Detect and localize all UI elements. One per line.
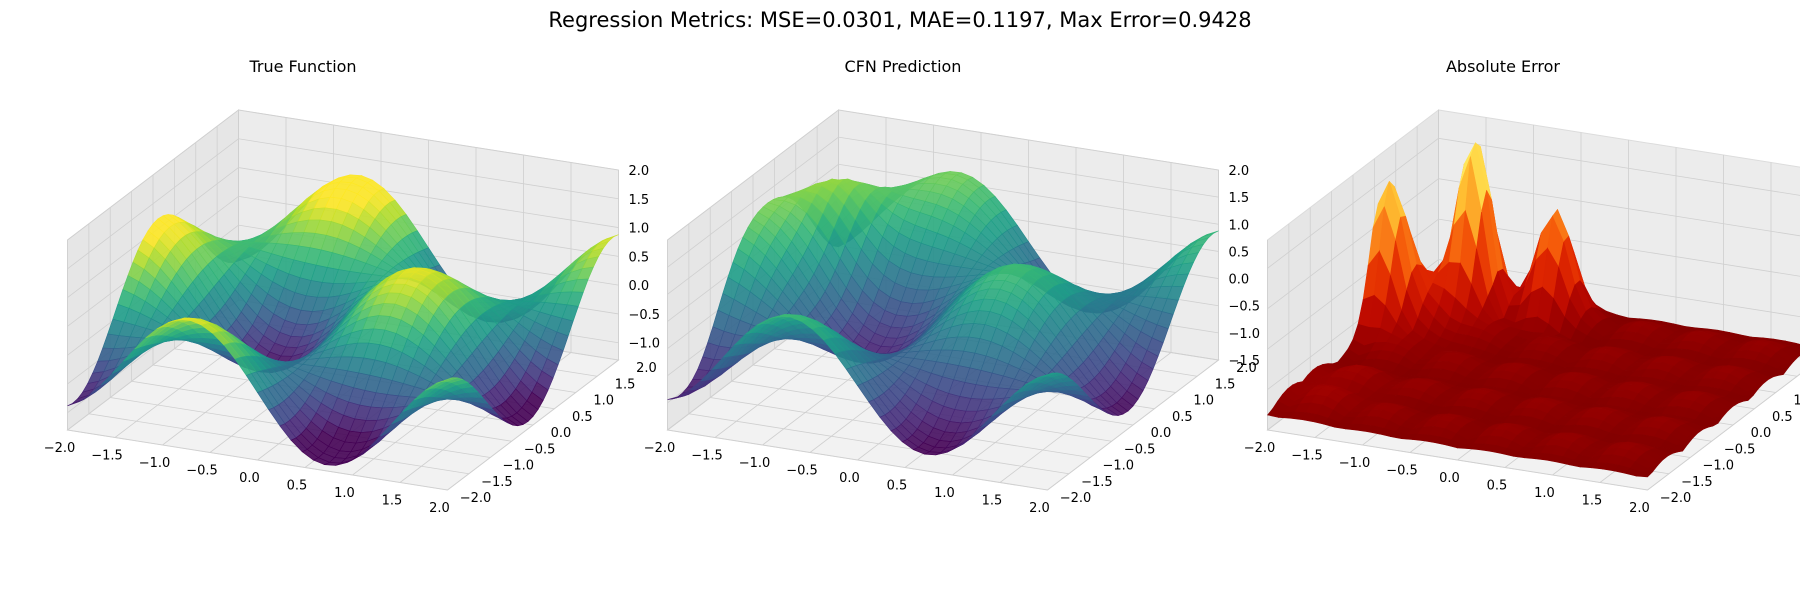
- y-tick-label: 0.5: [1172, 410, 1193, 425]
- y-tick-label: −0.5: [1124, 442, 1156, 457]
- y-tick-label: −2.0: [460, 491, 492, 506]
- y-tick-label: 1.0: [593, 394, 614, 409]
- y-tick-label: 1.5: [1215, 377, 1236, 392]
- grid-line: [667, 109, 1219, 241]
- x-tick-label: −2.0: [44, 441, 76, 456]
- x-tick-label: 2.0: [1629, 501, 1650, 516]
- x-tick-label: −2.0: [644, 441, 676, 456]
- z-tick-label: 1.0: [629, 222, 650, 237]
- surface-patch: [436, 377, 453, 384]
- z-tick-label: 2.0: [629, 164, 650, 179]
- z-tick-label: 0.5: [629, 250, 650, 265]
- z-tick-label: −0.5: [1229, 300, 1261, 315]
- y-tick-label: 1.0: [1793, 394, 1800, 409]
- z-tick-label: −0.5: [629, 308, 661, 323]
- x-tick-label: 2.0: [429, 501, 450, 516]
- chart-panel-2: −2.0 −1.5 −1.0 −0.5 0.0 0.5 1.0 1.5 2.0−2.0−1.5−…: [644, 57, 1260, 516]
- grid-line: [1647, 373, 1800, 491]
- x-tick-label: 1.0: [934, 486, 955, 501]
- z-tick-label: 0.0: [629, 279, 650, 294]
- grid-line: [1267, 178, 1800, 310]
- y-tick-label: −1.0: [1102, 459, 1134, 474]
- grid-line: [67, 138, 619, 270]
- x-tick-label: −0.5: [1386, 464, 1418, 479]
- z-tick-label: 0.0: [1229, 273, 1250, 288]
- z-tick-label: −1.5: [1229, 354, 1261, 369]
- x-tick-label: 1.5: [1582, 494, 1603, 509]
- surface: [1266, 141, 1800, 478]
- y-tick-label: 2.0: [636, 361, 657, 376]
- figure-title: Regression Metrics: MSE=0.0301, MAE=0.11…: [548, 8, 1252, 32]
- y-tick-label: 0.5: [572, 410, 593, 425]
- grid-line: [67, 195, 619, 327]
- surface: [667, 171, 1219, 456]
- z-tick-label: −1.0: [629, 337, 661, 352]
- x-tick-label: 1.0: [334, 486, 355, 501]
- x-tick-label: −0.5: [186, 464, 218, 479]
- y-tick-label: 0.5: [1772, 410, 1793, 425]
- y-tick-label: −1.0: [1702, 459, 1734, 474]
- z-tick-label: 1.5: [1229, 191, 1250, 206]
- x-tick-label: 0.5: [287, 479, 308, 494]
- x-tick-label: −0.5: [786, 464, 818, 479]
- chart-panel-3: −2.0 −1.5 −1.0 −0.5 0.0 0.5 1.0 1.5 2.0−2.0−1.5−…: [1244, 57, 1800, 516]
- z-tick-label: 2.0: [1229, 164, 1250, 179]
- y-tick-label: 0.0: [1151, 426, 1172, 441]
- chart-panel-1: −2.0 −1.5 −1.0 −0.5 0.0 0.5 1.0 1.5 2.0−2.0−1.5−…: [44, 57, 660, 516]
- surface-patch: [1635, 471, 1654, 478]
- y-tick-label: 0.0: [1751, 426, 1772, 441]
- x-tick-label: −1.5: [1291, 449, 1323, 464]
- y-tick-label: 1.5: [615, 377, 636, 392]
- y-tick-label: 1.0: [1193, 394, 1214, 409]
- y-tick-label: −0.5: [524, 442, 556, 457]
- y-tick-label: 0.0: [551, 426, 572, 441]
- grid-line: [667, 163, 1219, 295]
- x-tick-label: 1.0: [1534, 486, 1555, 501]
- x-tick-label: 0.5: [887, 479, 908, 494]
- z-tick-label: 1.5: [629, 193, 650, 208]
- grid-line: [67, 167, 619, 298]
- y-tick-label: −1.5: [481, 475, 513, 490]
- x-tick-label: −1.0: [739, 456, 771, 471]
- surface: [67, 174, 619, 466]
- x-tick-label: 1.5: [382, 494, 403, 509]
- x-tick-label: 0.0: [239, 471, 260, 486]
- panel-title: True Function: [248, 57, 356, 76]
- x-tick-label: 1.5: [982, 494, 1003, 509]
- x-tick-label: 0.0: [1439, 471, 1460, 486]
- x-tick-label: −1.5: [91, 449, 123, 464]
- surface-patch: [1797, 351, 1800, 354]
- z-tick-label: 1.0: [1229, 218, 1250, 233]
- z-tick-label: −1.0: [1229, 327, 1261, 342]
- y-tick-label: −1.5: [1081, 475, 1113, 490]
- grid-line: [67, 240, 448, 491]
- y-tick-label: −2.0: [1060, 491, 1092, 506]
- x-tick-label: 0.0: [839, 471, 860, 486]
- panel-title: Absolute Error: [1446, 57, 1560, 76]
- panel-title: CFN Prediction: [845, 57, 962, 76]
- x-tick-label: −2.0: [1244, 441, 1276, 456]
- y-tick-label: −1.5: [1681, 475, 1713, 490]
- x-tick-label: −1.0: [139, 456, 171, 471]
- y-tick-label: −0.5: [1724, 442, 1756, 457]
- x-tick-label: 2.0: [1029, 501, 1050, 516]
- grid-line: [667, 136, 1219, 268]
- surface-patch: [1036, 372, 1053, 379]
- grid-line: [67, 109, 619, 241]
- grid-line: [1267, 218, 1800, 350]
- x-tick-label: 0.5: [1487, 479, 1508, 494]
- x-tick-label: −1.0: [1339, 456, 1371, 471]
- z-tick-label: 0.5: [1229, 245, 1250, 260]
- grid-line: [1267, 137, 1800, 269]
- y-tick-label: 2.0: [1236, 361, 1257, 376]
- x-tick-label: −1.5: [691, 449, 723, 464]
- grid-line: [1267, 259, 1800, 390]
- y-tick-label: −1.0: [502, 459, 534, 474]
- y-tick-label: −2.0: [1660, 491, 1692, 506]
